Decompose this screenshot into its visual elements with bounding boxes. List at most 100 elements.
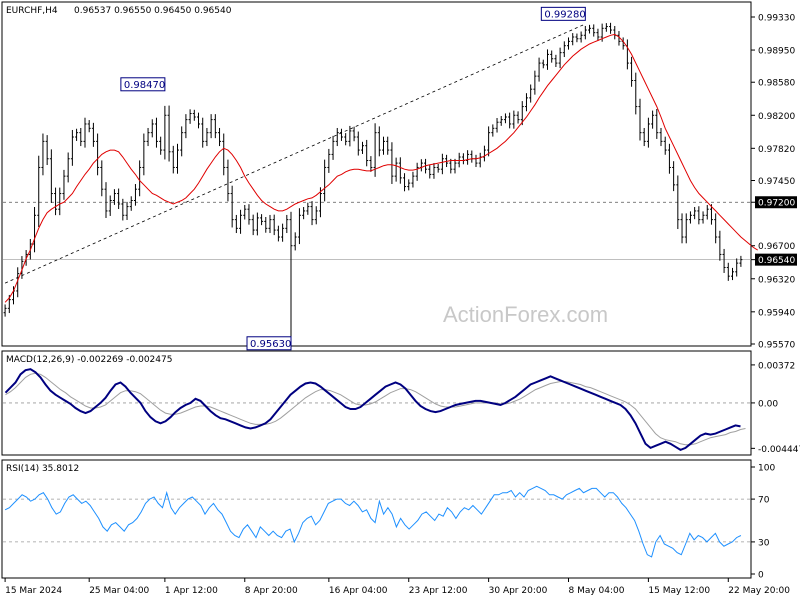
candle <box>407 179 411 191</box>
price-axis: 0.99330 0.98950 0.98580 0.98200 0.97820 0.974… <box>751 14 797 351</box>
candle <box>125 201 129 220</box>
annotation-label: 0.95630 <box>250 339 291 350</box>
price-tick-label: 0.96320 <box>758 275 795 285</box>
candle <box>688 211 692 224</box>
candle <box>243 204 247 220</box>
candle <box>49 149 53 203</box>
candle <box>735 258 739 277</box>
candle <box>394 157 398 182</box>
candle <box>667 143 671 174</box>
candle <box>314 206 318 225</box>
candle <box>138 160 142 197</box>
rsi-tick-label: 100 <box>758 464 775 474</box>
candle <box>550 50 554 63</box>
candle <box>171 145 175 174</box>
candle <box>466 150 470 165</box>
candle <box>491 124 495 137</box>
candle <box>356 131 360 156</box>
candle <box>339 128 343 141</box>
candle <box>377 126 381 157</box>
candle <box>180 126 184 157</box>
candle <box>516 111 520 124</box>
candle <box>323 159 327 202</box>
time-axis: 15 Mar 2024 25 Mar 04:00 1 Apr 12:00 8 Apr … <box>4 578 790 596</box>
candle <box>264 216 268 233</box>
candle <box>604 23 608 32</box>
price-panel-frame <box>1 1 752 347</box>
candle <box>16 267 20 298</box>
candle <box>575 33 579 43</box>
candle <box>54 187 58 216</box>
candle <box>676 175 680 230</box>
candle <box>352 126 356 142</box>
candle <box>365 139 369 167</box>
candle <box>306 202 310 215</box>
candle <box>726 262 730 281</box>
price-tick-label: 0.98950 <box>758 47 795 57</box>
candle <box>251 214 255 236</box>
candle <box>96 133 100 176</box>
rsi-line <box>4 485 742 558</box>
price-tick-highlight <box>755 253 797 266</box>
candle <box>529 84 533 103</box>
price-tick-label: 0.98580 <box>758 79 795 89</box>
candle <box>247 204 251 225</box>
candle <box>714 213 718 244</box>
candle <box>302 207 306 220</box>
candle <box>209 114 213 139</box>
candle <box>112 189 116 205</box>
candle <box>154 117 158 148</box>
candle <box>239 209 243 234</box>
macd-axis: 0.00372 0.00 -0.004447 <box>751 361 800 455</box>
time-tick-label: 22 May 20:00 <box>728 586 790 596</box>
candle <box>537 57 541 82</box>
candle <box>272 214 276 236</box>
candle <box>739 255 743 267</box>
candle <box>596 28 600 41</box>
candle <box>562 41 566 58</box>
candle <box>255 212 259 236</box>
macd-main-line <box>4 368 741 452</box>
candle <box>533 70 537 95</box>
candle <box>432 163 436 179</box>
candle <box>45 135 49 166</box>
candle <box>41 133 45 176</box>
candle <box>722 248 726 273</box>
candle <box>234 214 238 234</box>
candle <box>163 105 167 160</box>
candle <box>428 165 432 179</box>
candle <box>512 110 516 129</box>
candle <box>310 201 314 226</box>
candle <box>213 114 217 139</box>
candle <box>146 127 150 147</box>
rsi-tick-label: 0 <box>758 571 764 581</box>
time-tick-label: 8 Apr 20:00 <box>245 586 298 596</box>
candle <box>184 114 188 139</box>
candle <box>693 207 697 220</box>
candle <box>167 105 171 162</box>
price-tick-label: 0.96540 <box>758 256 795 266</box>
rsi-tick-label: 30 <box>758 538 770 548</box>
candle <box>230 185 234 228</box>
candle <box>87 120 91 133</box>
candle <box>583 25 587 40</box>
candle <box>709 204 713 225</box>
candle <box>436 164 440 173</box>
trendline-group <box>4 23 586 284</box>
candle <box>382 136 386 155</box>
candle <box>579 31 583 43</box>
candle <box>192 109 196 121</box>
candle <box>680 213 684 244</box>
candle <box>331 135 335 160</box>
watermark: ActionForex.com <box>443 302 608 327</box>
candle <box>188 109 192 124</box>
time-tick-label: 30 Apr 20:00 <box>489 586 548 596</box>
macd-label: MACD(12,26,9) -0.002269 -0.002475 <box>6 355 172 365</box>
candle <box>524 93 528 112</box>
candle <box>373 123 377 177</box>
macd-tick-label: 0.00 <box>758 399 778 409</box>
candle <box>554 54 558 68</box>
candle <box>197 112 201 129</box>
candle <box>403 173 407 192</box>
